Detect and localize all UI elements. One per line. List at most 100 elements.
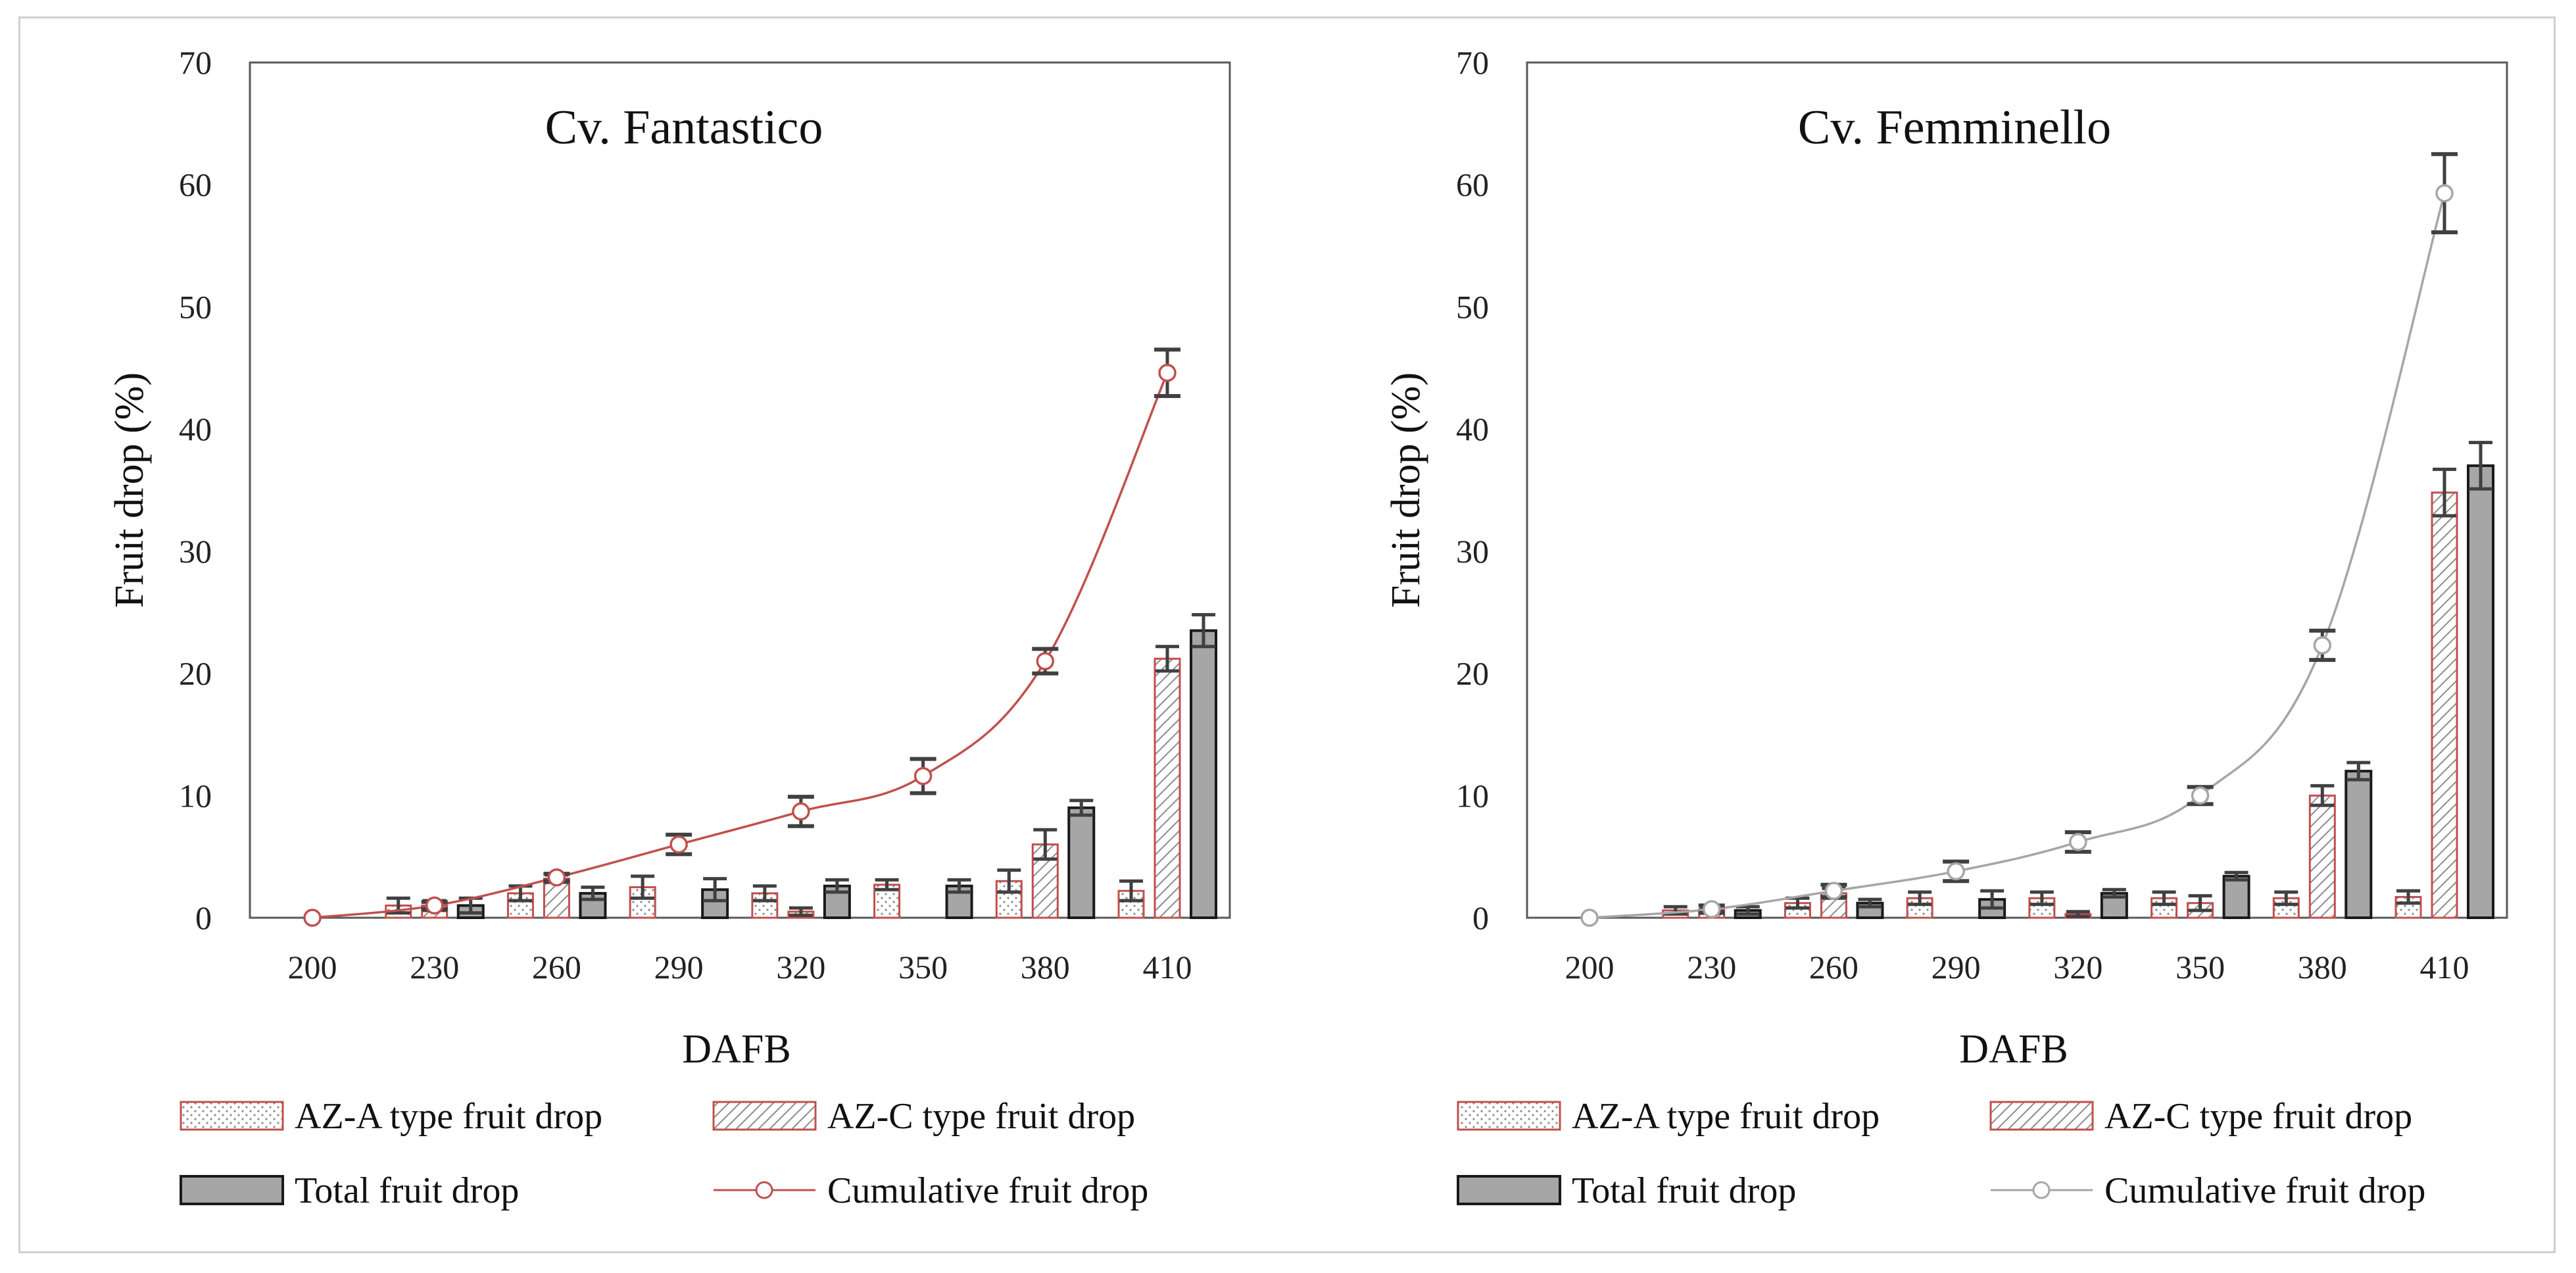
y-tick-label: 20 (1456, 655, 1489, 692)
bar-aza (995, 880, 1023, 919)
legend-item-cumulative: Cumulative fruit drop (714, 1170, 1148, 1211)
chart-title: Cv. Fantastico (545, 101, 823, 155)
error-bar (2029, 890, 2054, 907)
bar-azc (1154, 657, 1181, 919)
x-tick-label: 260 (1809, 949, 1859, 986)
y-axis: 0 10 20 30 40 50 60 70 (1456, 44, 1489, 936)
y-tick-label: 30 (1456, 533, 1489, 570)
y-tick-label: 50 (1456, 288, 1489, 325)
legend-label-aza: AZ-A type fruit drop (295, 1096, 602, 1137)
x-tick-label: 260 (532, 949, 581, 986)
error-bar (2224, 870, 2248, 882)
x-tick-label: 320 (2053, 949, 2102, 986)
error-bar (1980, 889, 2005, 910)
error-bar (1155, 645, 1179, 673)
legend-swatch-aza (180, 1101, 284, 1131)
error-bar (1119, 879, 1143, 903)
y-tick-label: 0 (1472, 899, 1489, 936)
errorbars-layer (386, 612, 1215, 917)
legend-item-cumulative: Cumulative fruit drop (1991, 1170, 2425, 1211)
legend-item-azc: AZ-C type fruit drop (1989, 1096, 2412, 1137)
bar-aza (2272, 897, 2300, 919)
bars-layer (385, 629, 1217, 920)
y-tick-label: 50 (179, 288, 212, 325)
x-tick-label: 410 (1143, 949, 1192, 986)
legend-label-azc: AZ-C type fruit drop (2104, 1096, 2412, 1137)
cumulative-point (1580, 909, 1599, 927)
cumulative-point (2435, 184, 2454, 203)
legend-item-total: Total fruit drop (180, 1170, 519, 1211)
cumulative-point (1036, 652, 1055, 670)
bar-azc (2431, 491, 2458, 919)
cumulative-point (547, 868, 566, 887)
chart-panel-femminello: Cv. Femminello 0 10 20 30 40 50 60 70 200 230 260… (1384, 44, 2508, 1211)
legend-swatch-aza (1457, 1101, 1561, 1131)
y-tick-label: 0 (195, 899, 212, 936)
x-tick-label: 380 (1021, 949, 1070, 986)
figure-frame (18, 16, 2556, 1253)
error-bar (2188, 894, 2212, 912)
y-tick-label: 20 (179, 655, 212, 692)
error-bar (2310, 784, 2335, 807)
legend-marker-cumulative (2032, 1181, 2051, 1199)
cumulative-point (669, 835, 688, 854)
legend-label-cumulative: Cumulative fruit drop (2104, 1170, 2425, 1211)
cumulative-point (1158, 363, 1177, 382)
error-bar (2346, 761, 2371, 782)
y-axis-label: Fruit drop (%) (1384, 372, 1428, 608)
error-bar (2152, 890, 2176, 907)
x-axis: 200 230 260 290 320 350 380 410 (288, 949, 1192, 986)
x-tick-label: 350 (2175, 949, 2225, 986)
legend-marker-cumulative (755, 1181, 773, 1199)
error-bar (703, 877, 727, 903)
error-bar (581, 886, 605, 901)
legend-swatch-total (180, 1175, 284, 1205)
legend-label-total: Total fruit drop (1572, 1170, 1796, 1211)
error-bar (947, 878, 971, 894)
error-bar (875, 878, 899, 891)
y-tick-label: 70 (1456, 44, 1489, 81)
cumulative-point (792, 802, 810, 821)
legend-swatch-azc (1989, 1101, 2094, 1131)
cumulative-point (303, 909, 322, 927)
y-axis: 0 10 20 30 40 50 60 70 (179, 44, 212, 936)
x-tick-label: 200 (288, 949, 337, 986)
error-bar (825, 878, 849, 894)
x-tick-label: 410 (2420, 949, 2469, 986)
error-bar (2274, 890, 2298, 907)
legend-item-total: Total fruit drop (1457, 1170, 1796, 1211)
x-tick-label: 230 (1687, 949, 1736, 986)
plot-area (1526, 61, 2508, 919)
x-axis-label: DAFB (682, 1027, 790, 1072)
legend: AZ-A type fruit drop AZ-C type fruit dro… (180, 1096, 1148, 1211)
bar-total (1067, 806, 1096, 920)
legend-item-aza: AZ-A type fruit drop (1457, 1096, 1880, 1137)
legend-label-azc: AZ-C type fruit drop (827, 1096, 1135, 1137)
bar-total (2467, 464, 2494, 919)
cumulative-line (312, 372, 1169, 919)
bar-total (2222, 874, 2250, 920)
x-tick-label: 200 (1565, 949, 1615, 986)
x-axis: 200 230 260 290 320 350 380 410 (1565, 949, 2469, 986)
legend-label-aza: AZ-A type fruit drop (1572, 1096, 1880, 1137)
cumulative-point (425, 896, 444, 915)
error-bar (789, 906, 813, 917)
y-tick-label: 70 (179, 44, 212, 81)
bar-azc (2308, 794, 2336, 919)
cumulative-line-layer (1580, 152, 2458, 927)
error-bar (631, 874, 655, 900)
error-bar (2066, 910, 2090, 918)
error-bar (1908, 890, 1932, 907)
cumulative-point (1702, 900, 1721, 918)
legend-item-aza: AZ-A type fruit drop (180, 1096, 602, 1137)
bar-total (701, 888, 729, 920)
cumulative-point (2191, 786, 2210, 805)
legend: AZ-A type fruit drop AZ-C type fruit dro… (1457, 1096, 2425, 1211)
x-tick-label: 380 (2298, 949, 2347, 986)
error-bar (997, 868, 1021, 894)
bar-aza (751, 892, 779, 919)
legend-item-azc: AZ-C type fruit drop (712, 1096, 1135, 1137)
legend-swatch-azc (712, 1101, 817, 1131)
cumulative-point (2069, 833, 2087, 851)
